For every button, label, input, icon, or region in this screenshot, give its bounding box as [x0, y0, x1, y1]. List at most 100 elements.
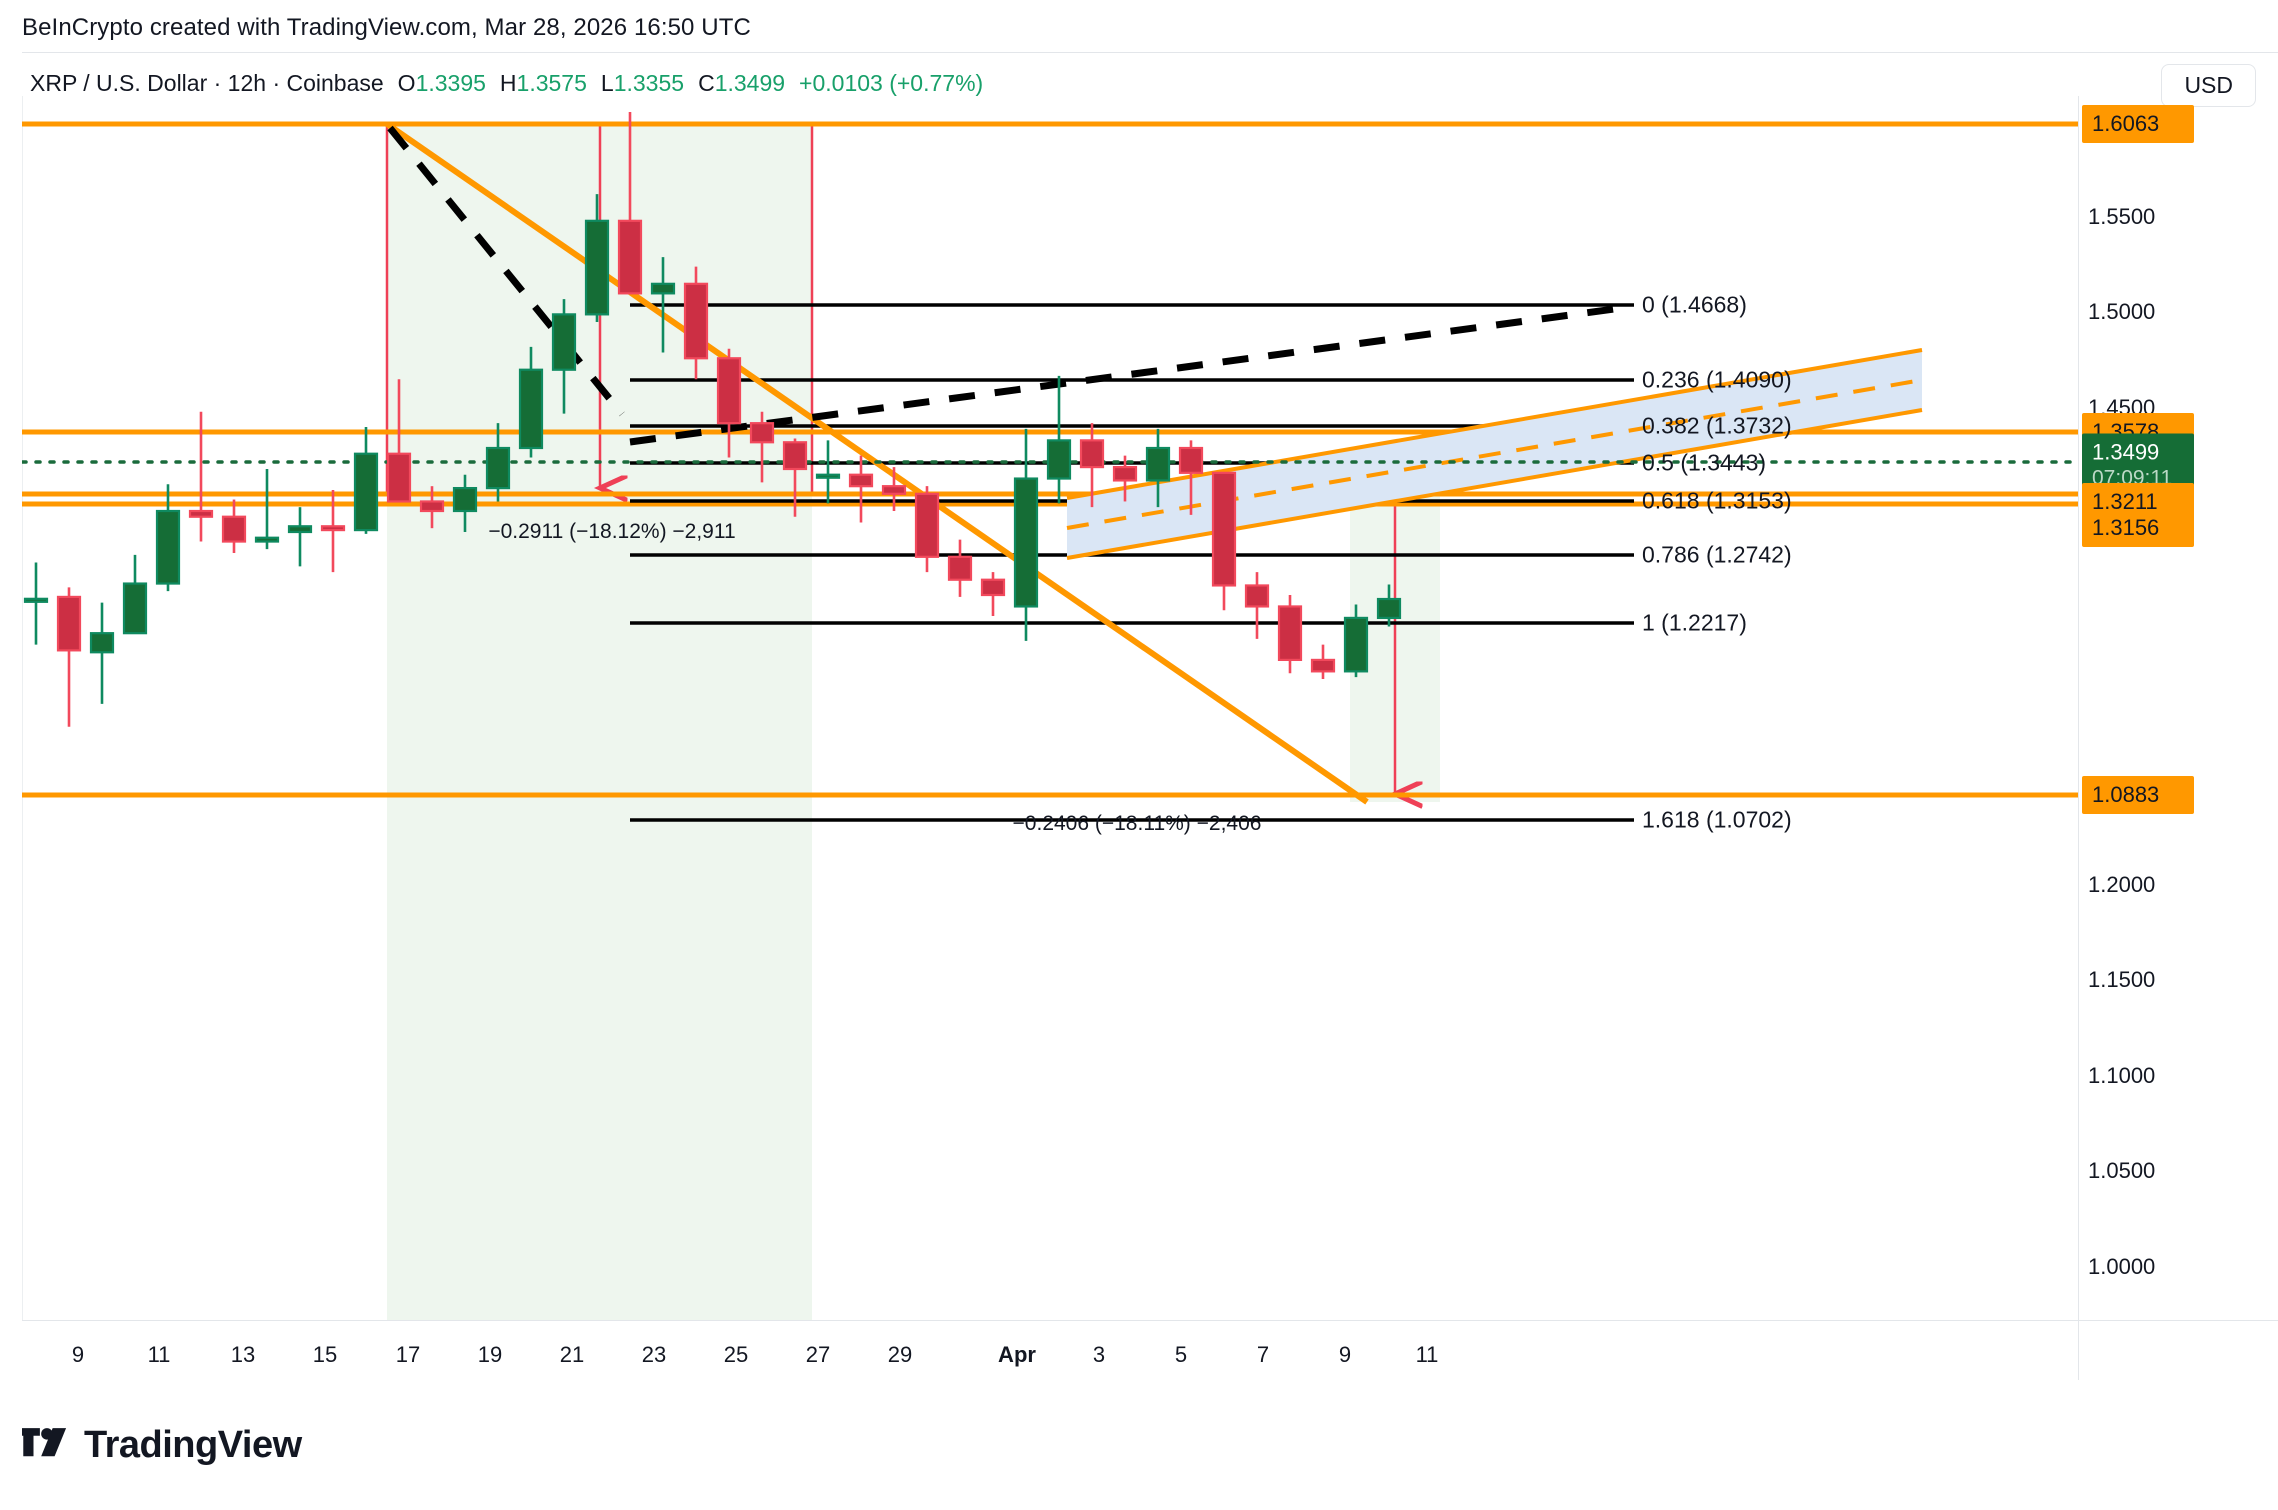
- fib-label: 1 (1.2217): [1642, 609, 1747, 636]
- tradingview-logo-icon: [22, 1427, 67, 1456]
- symbol-label[interactable]: XRP / U.S. Dollar · 12h · Coinbase: [30, 70, 384, 96]
- rising-channel-upper: [1066, 348, 1923, 500]
- candle-body: [56, 595, 82, 652]
- candle-body: [551, 313, 577, 371]
- fib-label: 1.618 (1.0702): [1642, 806, 1792, 833]
- price-badge-high-ray[interactable]: 1.6063: [2082, 105, 2194, 143]
- time-tick: 17: [395, 1342, 421, 1367]
- candle-body: [320, 525, 346, 532]
- tradingview-wordmark: TradingView: [84, 1424, 302, 1466]
- dashed-descending-line: [387, 125, 625, 417]
- time-tick-month: Apr: [998, 1342, 1036, 1367]
- price-tick: 1.1000: [2088, 1063, 2156, 1088]
- candle-body: [386, 452, 412, 503]
- candle-body: [452, 486, 478, 513]
- last-price-value: 1.3499: [2092, 439, 2160, 465]
- open-key: O: [397, 70, 416, 96]
- high-value: 1.3575: [516, 70, 587, 96]
- time-axis-border: [22, 1320, 2278, 1321]
- time-axis[interactable]: 9 11 13 15 17 19 21 23 25 27 29 Apr 3 5 …: [22, 1320, 2078, 1380]
- time-tick: 15: [312, 1342, 338, 1367]
- time-tick: 3: [1092, 1342, 1106, 1367]
- close-key: C: [698, 70, 715, 96]
- price-tick: 1.5000: [2088, 299, 2156, 324]
- attribution-text: BeInCrypto created with TradingView.com,…: [22, 14, 751, 41]
- measure-label: −0.2406 (−18.11%) −2,406: [1012, 812, 1262, 835]
- candle-body: [980, 578, 1006, 597]
- candle-body: [1343, 616, 1369, 673]
- low-key: L: [600, 70, 614, 96]
- chart-vector-layer: [22, 112, 2078, 1320]
- tradingview-footer[interactable]: TradingView: [22, 1424, 302, 1467]
- candle-body: [1079, 439, 1105, 469]
- time-tick: 13: [230, 1342, 256, 1367]
- fib-label: 0.618 (1.3153): [1642, 487, 1792, 514]
- time-tick: 25: [723, 1342, 749, 1367]
- time-tick: 23: [641, 1342, 667, 1367]
- candle-body: [122, 582, 148, 635]
- change-value: +0.0103 (+0.77%): [799, 70, 984, 96]
- fib-label: 0.5 (1.3443): [1642, 449, 1767, 476]
- plot-left-border: [22, 96, 23, 1320]
- candle-body: [1310, 658, 1336, 673]
- high-key: H: [499, 70, 517, 96]
- candle-body: [221, 515, 247, 543]
- candle-body: [881, 485, 907, 495]
- time-tick: 9: [1338, 1342, 1352, 1367]
- candle-body: [650, 282, 676, 295]
- candle-body: [1277, 605, 1303, 662]
- price-tick: 1.1500: [2088, 967, 2156, 992]
- rising-channel-lower: [1066, 408, 1923, 560]
- price-tick: 1.0500: [2088, 1158, 2156, 1183]
- candle-body: [1376, 597, 1402, 620]
- time-tick: 9: [71, 1342, 85, 1367]
- candle-body: [254, 536, 280, 543]
- candle-body: [749, 422, 775, 444]
- chart-legend: XRP / U.S. Dollar · 12h · Coinbase O 1.33…: [30, 70, 983, 97]
- candle-body: [188, 509, 214, 518]
- candle-body: [1145, 446, 1171, 482]
- fib-label: 0.236 (1.4090): [1642, 366, 1792, 393]
- candle-body: [617, 219, 643, 295]
- candle-body: [89, 632, 115, 654]
- close-value: 1.3499: [714, 70, 786, 96]
- candle-body: [815, 473, 841, 479]
- price-badge-support-2[interactable]: 1.3156: [2082, 509, 2194, 547]
- candle-body: [155, 509, 181, 585]
- candle-body: [782, 441, 808, 471]
- fib-label: 0.382 (1.3732): [1642, 412, 1792, 439]
- currency-badge[interactable]: USD: [2161, 64, 2256, 107]
- candlestick-series: [23, 112, 1402, 727]
- rising-channel-median: [1066, 378, 1923, 530]
- time-tick: 11: [1415, 1342, 1439, 1367]
- time-tick: 7: [1256, 1342, 1270, 1367]
- measure-label: −0.2911 (−18.12%) −2,911: [488, 520, 736, 543]
- candle-body: [485, 446, 511, 490]
- open-value: 1.3395: [415, 70, 486, 96]
- candle-body: [1211, 471, 1237, 587]
- time-tick: 5: [1174, 1342, 1188, 1367]
- price-axis[interactable]: 1.5500 1.5000 1.4500 1.4000 1.2500 1.200…: [2078, 105, 2278, 1320]
- candle-body: [287, 525, 313, 534]
- time-tick: 11: [147, 1342, 171, 1367]
- price-badge-low-ray[interactable]: 1.0883: [2082, 776, 2194, 814]
- candle-body: [848, 473, 874, 488]
- candle-body: [914, 492, 940, 558]
- header-divider: [22, 52, 2278, 53]
- candle-body: [716, 357, 742, 425]
- price-tick: 1.2000: [2088, 872, 2156, 897]
- time-tick: 19: [477, 1342, 503, 1367]
- candle-body: [683, 282, 709, 360]
- fib-label: 0.786 (1.2742): [1642, 541, 1792, 568]
- candle-body: [1178, 446, 1204, 474]
- candle-body: [1244, 584, 1270, 608]
- price-tick: 1.0000: [2088, 1254, 2156, 1279]
- candle-body: [518, 368, 544, 450]
- price-tick: 1.5500: [2088, 204, 2156, 229]
- fib-label: 0 (1.4668): [1642, 291, 1747, 318]
- candle-body: [947, 555, 973, 581]
- candle-body: [1013, 477, 1039, 608]
- candle-body: [1112, 465, 1138, 482]
- chart-plot-area[interactable]: 0 (1.4668) 0.236 (1.4090) 0.382 (1.3732)…: [22, 112, 2078, 1320]
